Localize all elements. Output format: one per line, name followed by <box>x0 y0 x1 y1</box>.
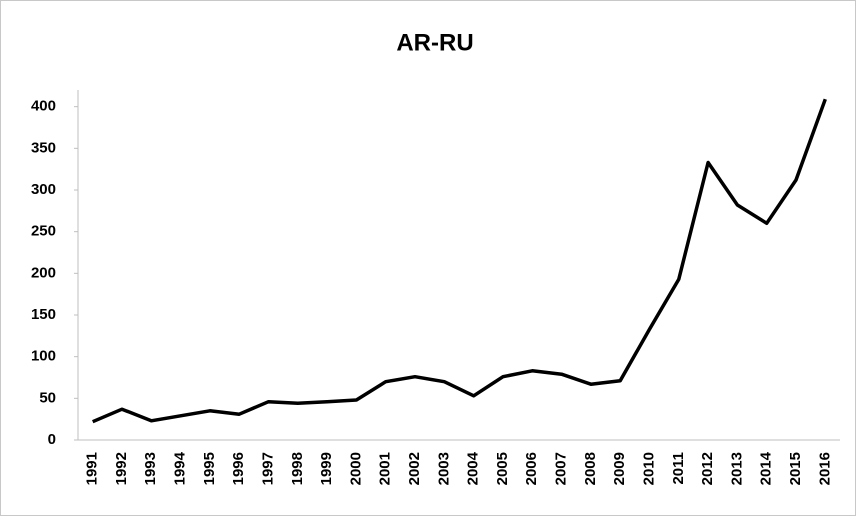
x-tick-label: 2006 <box>523 452 540 485</box>
x-tick-label: 2002 <box>406 452 423 485</box>
x-tick-label: 2008 <box>582 452 599 485</box>
x-tick-label: 2004 <box>465 451 482 485</box>
x-tick-label: 2011 <box>670 452 687 485</box>
data-line <box>92 98 827 424</box>
x-tick-label: 1998 <box>289 452 306 485</box>
x-tick-label: 1991 <box>84 452 101 485</box>
y-tick-label: 250 <box>31 223 56 240</box>
x-tick-label: 2014 <box>758 451 775 485</box>
x-tick-label: 2010 <box>640 452 657 485</box>
x-tick-label: 1994 <box>172 451 189 485</box>
x-tick-label: 2016 <box>816 452 833 485</box>
x-tick-label: 2013 <box>728 452 745 485</box>
x-tick-label: 2007 <box>553 452 570 485</box>
x-tick-label: 1997 <box>259 452 276 485</box>
x-tick-label: 2005 <box>494 452 511 485</box>
x-tick-label: 2012 <box>699 452 716 485</box>
y-tick-label: 400 <box>31 98 56 115</box>
x-tick-label: 1993 <box>142 452 159 485</box>
y-tick-label: 150 <box>31 306 56 323</box>
x-tick-label: 1995 <box>201 452 218 485</box>
x-tick-label: 2009 <box>611 452 628 485</box>
x-tick-label: 1996 <box>230 452 247 485</box>
x-tick-label: 1999 <box>318 452 335 485</box>
y-tick-label: 350 <box>31 139 56 156</box>
x-tick-label: 2001 <box>377 452 394 485</box>
y-tick-label: 0 <box>48 431 56 448</box>
x-tick-label: 2000 <box>347 452 364 485</box>
y-tick-label: 100 <box>31 348 56 365</box>
x-tick-label: 2003 <box>435 452 452 485</box>
x-tick-label: 2015 <box>787 452 804 485</box>
y-tick-label: 200 <box>31 264 56 281</box>
y-tick-label: 50 <box>39 389 56 406</box>
y-tick-label: 300 <box>31 181 56 198</box>
chart-title: AR-RU <box>396 29 473 56</box>
x-tick-label: 1992 <box>113 452 130 485</box>
